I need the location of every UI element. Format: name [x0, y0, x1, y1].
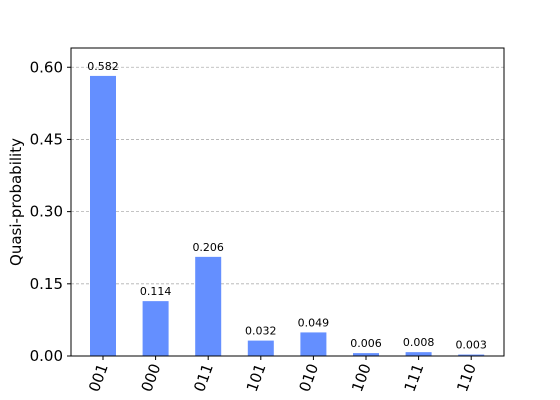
bar-100 [353, 353, 379, 356]
y-axis-label: Quasi-probability [7, 138, 25, 266]
plot-frame [70, 47, 505, 357]
y-axis-ticks: 0.00 0.15 0.30 0.45 0.60 [30, 58, 71, 365]
x-tick-label: 101 [243, 361, 270, 394]
bar-101 [247, 340, 274, 356]
bar-011 [195, 256, 222, 356]
x-axis-ticks: 001 000 011 101 010 100 111 110 [85, 356, 480, 394]
x-tick-label: 100 [348, 361, 375, 394]
data-labels: 0.582 0.114 0.206 0.032 0.049 0.006 0.008 0.003 [87, 60, 487, 352]
bar-010 [300, 332, 327, 356]
bar-110 [458, 354, 485, 356]
x-tick-label: 001 [85, 361, 112, 394]
x-tick-label: 111 [401, 361, 428, 394]
data-label: 0.049 [298, 316, 330, 329]
x-tick-label: 110 [453, 361, 480, 394]
bar-001 [90, 75, 116, 356]
bars [90, 75, 485, 356]
grid-lines [71, 66, 504, 285]
y-tick-label: 0.00 [30, 347, 63, 365]
data-label: 0.003 [455, 339, 487, 352]
data-label: 0.206 [192, 241, 224, 254]
data-label: 0.032 [245, 325, 277, 338]
data-label: 0.114 [140, 285, 172, 298]
x-tick-label: 010 [295, 361, 322, 394]
y-tick-label: 0.30 [30, 203, 63, 221]
x-tick-label: 000 [138, 361, 165, 394]
bar-111 [405, 352, 432, 356]
bar-000 [142, 301, 169, 356]
y-tick-label: 0.15 [30, 275, 63, 293]
y-tick-label: 0.45 [30, 130, 63, 148]
data-label: 0.008 [403, 336, 435, 349]
x-tick-label: 011 [190, 361, 217, 394]
data-label: 0.582 [87, 60, 119, 73]
data-label: 0.006 [350, 337, 382, 350]
y-tick-label: 0.60 [30, 58, 63, 76]
